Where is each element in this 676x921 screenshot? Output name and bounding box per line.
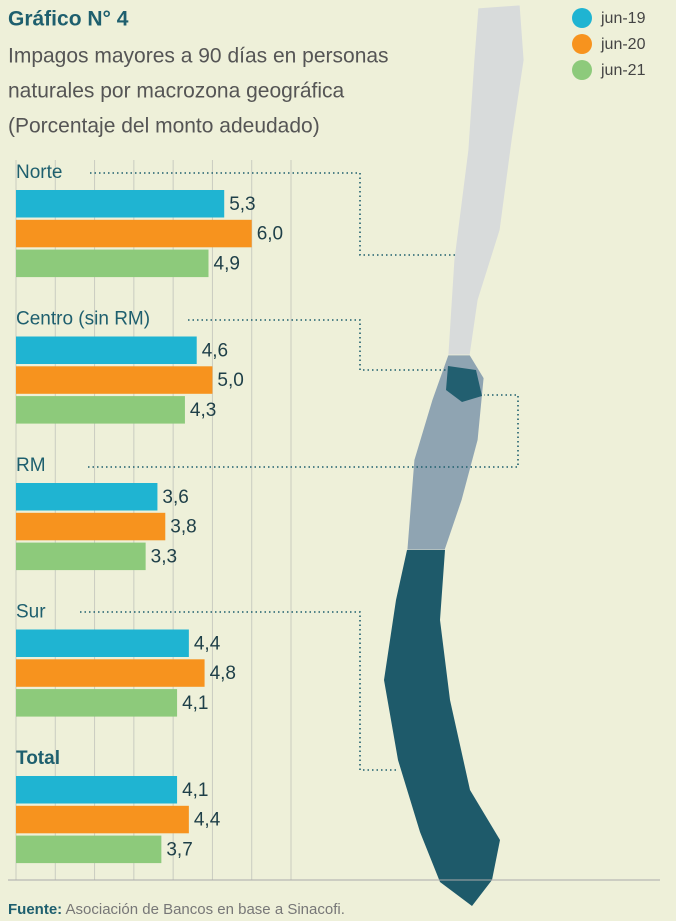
value-label: 3,6 (162, 487, 188, 508)
bar (16, 336, 197, 364)
subtitle: Impagos mayores a 90 días en personas (8, 45, 389, 68)
bar (16, 659, 205, 687)
bar (16, 835, 162, 864)
legend-marker (572, 34, 592, 54)
value-label: 3,3 (151, 546, 177, 567)
chart-title: Gráfico N° 4 (8, 8, 129, 31)
value-label: 4,4 (194, 810, 221, 831)
category-label: Sur (16, 602, 46, 623)
legend-label: jun-20 (600, 36, 646, 53)
value-label: 5,0 (217, 370, 243, 391)
value-label: 4,1 (182, 780, 208, 801)
subtitle: naturales por macrozona geográfica (8, 80, 345, 103)
value-label: 4,8 (210, 663, 236, 684)
bar (16, 190, 225, 218)
bar (16, 542, 146, 571)
bar (16, 776, 178, 804)
category-label: Norte (16, 162, 62, 183)
value-label: 5,3 (229, 194, 255, 215)
value-label: 4,6 (202, 340, 228, 361)
value-label: 4,1 (182, 693, 208, 714)
legend-marker (572, 60, 592, 80)
bar (16, 689, 178, 717)
value-label: 3,8 (170, 517, 196, 538)
category-label: Centro (sin RM) (16, 309, 150, 330)
bar (16, 805, 189, 834)
legend-label: jun-21 (600, 62, 646, 79)
source-text: Asociación de Bancos en base a Sinacofi. (66, 901, 345, 918)
value-label: 6,0 (257, 224, 283, 245)
value-label: 3,7 (166, 839, 192, 860)
bar (16, 219, 252, 248)
source-label: Fuente: (8, 901, 62, 918)
bar (16, 483, 158, 511)
category-label: RM (16, 455, 46, 476)
bar (16, 629, 189, 657)
bar (16, 396, 185, 424)
bar (16, 512, 166, 541)
legend-label: jun-19 (600, 10, 646, 27)
bar (16, 366, 213, 394)
value-label: 4,9 (214, 253, 240, 274)
value-label: 4,4 (194, 633, 221, 654)
subtitle: (Porcentaje del monto adeudado) (8, 115, 320, 138)
source: Fuente: Asociación de Bancos en base a S… (8, 901, 345, 918)
legend-marker (572, 8, 592, 28)
callouts (80, 172, 519, 771)
value-label: 4,3 (190, 400, 216, 421)
bar (16, 249, 209, 278)
map (384, 4, 525, 906)
category-label: Total (16, 748, 60, 769)
